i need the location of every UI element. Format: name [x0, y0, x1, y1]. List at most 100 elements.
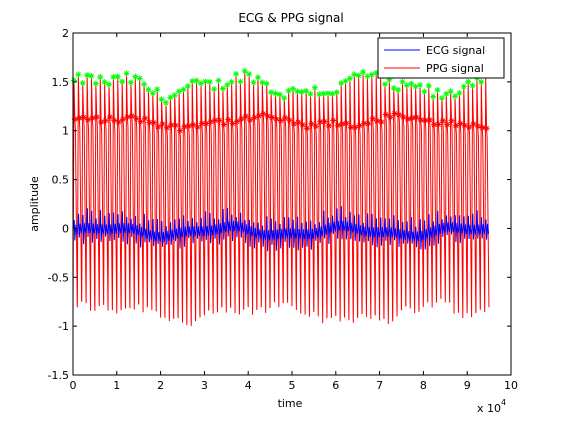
ppg-dicrotic-marker [365, 120, 372, 127]
x-exponent-power: 4 [501, 398, 506, 407]
ppg-peak-marker [316, 91, 323, 98]
ppg-peak-marker [101, 79, 108, 86]
ppg-peak-marker [311, 84, 318, 91]
x-tick-label: 8 [420, 379, 427, 392]
ppg-dicrotic-marker [80, 114, 87, 121]
ppg-dicrotic-marker [198, 120, 205, 127]
ppg-peak-marker [88, 73, 95, 80]
ppg-peak-marker [452, 93, 459, 100]
ppg-peak-marker [206, 78, 213, 85]
ppg-peak-marker [351, 71, 358, 78]
ppg-peak-marker [263, 80, 270, 87]
x-tick-label: 1 [113, 379, 120, 392]
ppg-dicrotic-marker [194, 124, 201, 131]
ppg-peak-marker [136, 75, 143, 82]
ppg-dicrotic-marker [400, 114, 407, 121]
ppg-dicrotic-marker [155, 123, 162, 130]
ppg-dicrotic-marker [325, 122, 332, 129]
ppg-peak-marker [412, 83, 419, 90]
ppg-peak-marker [364, 73, 371, 80]
ppg-peak-marker [381, 81, 388, 88]
ppg-dicrotic-marker [339, 121, 346, 128]
ppg-dicrotic-marker [190, 121, 197, 128]
ppg-dicrotic-marker [181, 123, 188, 130]
ppg-dicrotic-marker [295, 119, 302, 126]
ppg-dicrotic-marker [474, 123, 481, 130]
ppg-dicrotic-marker [172, 122, 179, 129]
ppg-dicrotic-marker [369, 115, 376, 122]
ppg-dicrotic-marker [321, 118, 328, 125]
ppg-dicrotic-marker [308, 120, 315, 127]
series-ecg-line [72, 206, 490, 252]
ppg-peak-marker [447, 88, 454, 95]
ppg-peak-marker [127, 79, 134, 86]
legend-box [377, 37, 505, 79]
chart-title: ECG & PPG signal [238, 11, 343, 25]
ppg-peak-marker [272, 90, 279, 97]
ppg-peak-marker [167, 94, 174, 101]
y-tick-label: 1.5 [52, 76, 70, 89]
ppg-peak-marker [294, 88, 301, 95]
ppg-dicrotic-marker [137, 118, 144, 125]
ppg-dicrotic-marker [356, 122, 363, 129]
ppg-peak-marker [403, 82, 410, 89]
x-axis-label: time [278, 397, 303, 410]
ppg-peak-marker [162, 99, 169, 106]
y-axis-label: amplitude [28, 176, 41, 232]
ppg-peak-marker [268, 89, 275, 96]
ppg-dicrotic-marker [422, 117, 429, 124]
ppg-dicrotic-marker [483, 125, 490, 132]
ppg-peak-marker [97, 73, 104, 80]
ppg-dicrotic-marker [150, 119, 157, 126]
ppg-dicrotic-marker [106, 114, 113, 121]
ppg-dicrotic-marker [233, 118, 240, 125]
legend-ecg-label: ECG signal [426, 44, 485, 57]
ppg-peak-marker [333, 89, 340, 96]
ppg-peak-marker [75, 71, 82, 78]
ppg-peak-marker [276, 91, 283, 98]
x-tick-label: 0 [70, 379, 77, 392]
x-tick-label: 10 [504, 379, 518, 392]
ppg-peak-marker [303, 87, 310, 94]
ppg-peak-marker [259, 79, 266, 86]
x-tick-label: 2 [157, 379, 164, 392]
ppg-peak-marker [325, 90, 332, 97]
ppg-dicrotic-marker [303, 125, 310, 132]
ppg-peak-marker [469, 82, 476, 89]
ppg-peak-marker [246, 71, 253, 78]
x-tick-label: 3 [201, 379, 208, 392]
ppg-peak-marker [338, 80, 345, 87]
ppg-peak-marker [430, 93, 437, 100]
ppg-peak-marker [456, 90, 463, 97]
ppg-peak-marker [106, 81, 113, 88]
ppg-dicrotic-marker [124, 114, 131, 121]
ppg-peak-marker [465, 78, 472, 85]
ppg-peak-marker [215, 77, 222, 84]
axes: 0 1 2 3 4 5 6 7 8 9 10 -1.5 -1 -0.5 0 0.5 1 1.5 2 [48, 27, 518, 392]
ppg-peak-marker [307, 91, 314, 98]
y-tick-label: -0.5 [48, 271, 69, 284]
ppg-peak-marker [228, 78, 235, 85]
ppg-peak-marker [224, 81, 231, 88]
ppg-dicrotic-marker [128, 113, 135, 120]
ppg-peak-marker [478, 78, 485, 85]
ppg-dicrotic-marker [220, 121, 227, 128]
ppg-peak-marker [425, 82, 432, 89]
ppg-peak-marker [408, 80, 415, 87]
ppg-peak-marker [180, 86, 187, 93]
ppg-peak-marker [193, 77, 200, 84]
ppg-dicrotic-marker [133, 115, 140, 122]
ppg-dicrotic-marker [185, 123, 192, 130]
ppg-dicrotic-marker [387, 114, 394, 121]
ppg-peak-marker [241, 68, 248, 75]
ppg-dicrotic-marker [448, 117, 455, 124]
ppg-peak-marker [70, 77, 77, 84]
ppg-dicrotic-marker [84, 116, 91, 123]
ppg-dicrotic-marker [343, 120, 350, 127]
ppg-dicrotic-marker [120, 116, 127, 123]
ppg-peak-marker [211, 86, 218, 93]
ppg-peak-marker [355, 72, 362, 79]
ppg-peak-marker [145, 86, 152, 93]
ppg-dicrotic-marker [176, 127, 183, 134]
